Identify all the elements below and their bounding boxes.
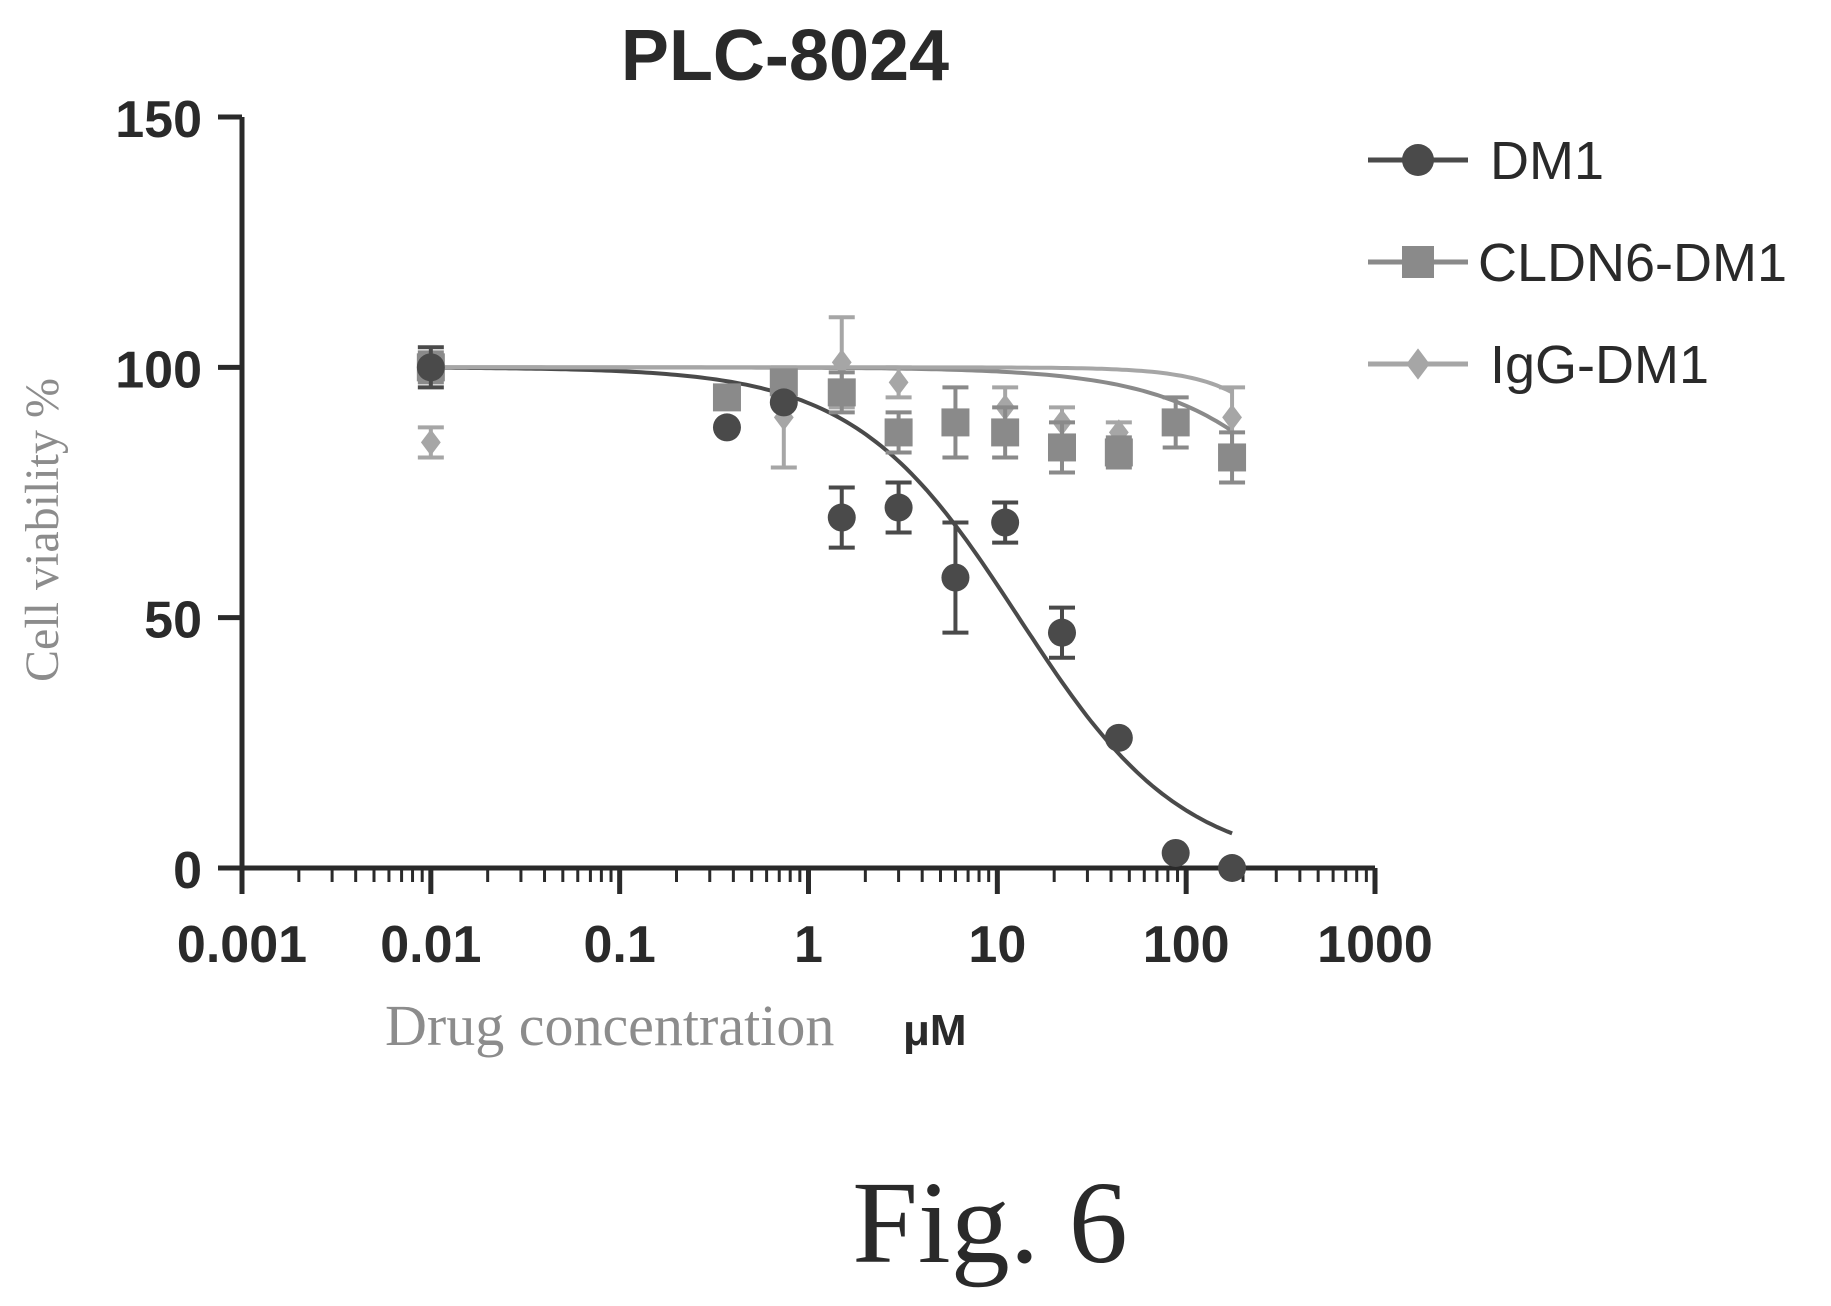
legend-marker-circle xyxy=(1402,144,1434,176)
y-axis-label: Cell viability % xyxy=(16,378,69,682)
data-point-square xyxy=(1104,438,1133,467)
legend-marker-diamond xyxy=(1406,348,1430,380)
series-cldn6-dm1 xyxy=(416,350,1247,485)
data-point-square xyxy=(1047,433,1076,462)
axes xyxy=(239,117,1375,871)
legend-label: CLDN6-DM1 xyxy=(1478,233,1787,293)
x-tick-label: 10 xyxy=(968,916,1026,974)
data-point-diamond xyxy=(831,349,852,376)
data-point-diamond xyxy=(1222,404,1242,431)
data-point-square xyxy=(1218,443,1247,472)
svg-text:Drug concentration: Drug concentration xyxy=(385,993,834,1058)
data-point-circle xyxy=(1104,723,1133,752)
data-point-circle xyxy=(416,353,445,382)
data-point-square xyxy=(884,418,913,447)
fit-curve-igg-dm1 xyxy=(430,365,1233,395)
data-point-square xyxy=(827,378,856,407)
chart-title: PLC-8024 xyxy=(621,16,949,96)
data-point-square xyxy=(991,418,1020,447)
figure-caption: Fig. 6 xyxy=(852,1157,1127,1288)
data-point-diamond xyxy=(888,369,909,396)
x-tick-label: 0.1 xyxy=(584,916,656,974)
x-ticks: 0.001 0.01 0.1 1 10 100 1000 xyxy=(177,868,1433,974)
x-axis-unit: μM xyxy=(903,1006,967,1055)
x-tick-label: 1000 xyxy=(1317,916,1433,974)
legend-marker-square xyxy=(1402,246,1434,278)
x-tick-label: 100 xyxy=(1143,916,1230,974)
x-tick-label: 0.01 xyxy=(380,916,481,974)
data-point-circle xyxy=(991,508,1020,537)
data-point-circle xyxy=(1047,618,1076,647)
data-point-circle xyxy=(827,503,856,532)
y-tick-label: 50 xyxy=(144,592,202,650)
data-point-circle xyxy=(941,563,970,592)
x-tick-label: 1 xyxy=(794,916,823,974)
data-point-circle xyxy=(1218,854,1247,882)
data-point-circle xyxy=(712,413,741,442)
data-point-circle xyxy=(884,493,913,522)
x-axis-label: Drug concentration xyxy=(385,993,834,1058)
data-point-diamond xyxy=(420,429,441,456)
legend: DM1 CLDN6-DM1 IgG-DM1 xyxy=(1368,131,1787,395)
x-tick-label: 0.001 xyxy=(177,916,307,974)
data-points xyxy=(416,315,1247,882)
data-point-square xyxy=(941,408,970,437)
y-tick-label: 150 xyxy=(115,91,202,149)
data-point-circle xyxy=(1161,838,1190,867)
data-point-circle xyxy=(769,388,798,417)
y-ticks: 0 50 100 150 xyxy=(115,91,242,900)
legend-label: DM1 xyxy=(1490,131,1604,191)
legend-label: IgG-DM1 xyxy=(1490,335,1709,395)
y-tick-label: 0 xyxy=(173,842,202,900)
series-dm1 xyxy=(416,345,1247,882)
data-point-square xyxy=(712,383,741,412)
data-point-square xyxy=(1161,408,1190,437)
y-tick-label: 100 xyxy=(115,341,202,399)
